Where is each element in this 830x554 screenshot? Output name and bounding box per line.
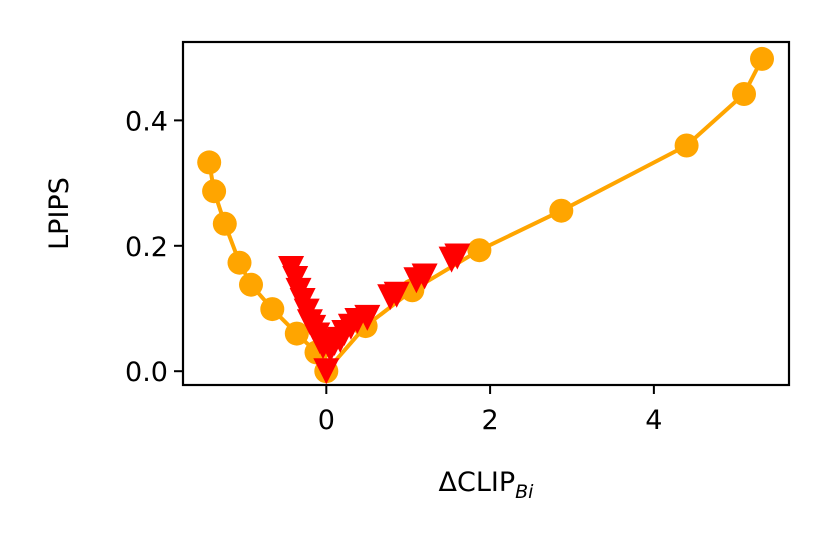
data-point [674,133,699,158]
plot-content [197,46,774,385]
y-axis-ticks: 0.0 0.2 0.4 [125,106,183,388]
plot-frame [181,40,791,387]
data-point [197,150,222,175]
x-tick-label: 0 [318,405,335,436]
data-point [383,281,410,308]
x-axis-label-subscript: Bi [515,481,534,503]
data-point [284,321,309,346]
x-axis-label: ΔCLIPBi [439,467,535,503]
x-axis-ticks: 0 2 4 [318,385,662,436]
y-tick-label: 0.0 [125,357,168,388]
data-point [313,358,340,385]
y-axis-label: LPIPS [44,177,75,250]
data-point [212,211,237,236]
y-tick-label: 0.2 [125,232,168,263]
data-point [411,263,438,290]
x-tick-label: 4 [645,405,662,436]
data-point [750,46,774,71]
data-point [239,272,263,297]
data-point [260,297,285,322]
data-point [444,243,471,270]
data-point [732,82,756,106]
series-0-circle [197,46,774,384]
x-axis-label-main: ΔCLIP [439,467,516,498]
x-tick-label: 2 [482,405,499,436]
data-point [354,304,381,331]
data-point [467,238,492,263]
y-tick-label: 0.4 [125,106,168,137]
data-point [227,250,252,275]
data-point [202,179,227,204]
series-1-triangle-down [278,243,471,385]
data-point [549,198,574,223]
